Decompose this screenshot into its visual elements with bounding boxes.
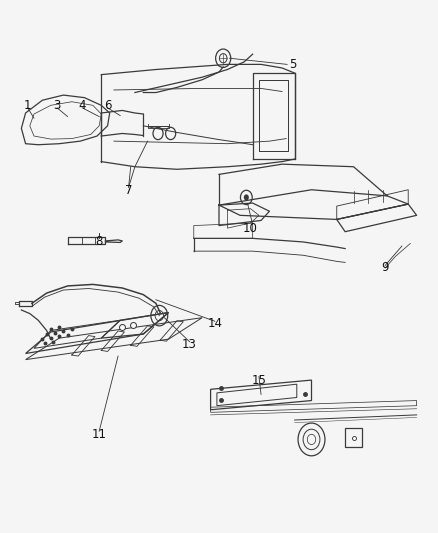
Circle shape [244,195,249,200]
Text: 15: 15 [251,374,266,386]
Text: 8: 8 [95,236,103,248]
Text: 13: 13 [182,338,197,351]
Text: 10: 10 [243,222,258,235]
Text: 4: 4 [78,99,86,112]
Text: 3: 3 [53,99,61,112]
Text: 7: 7 [125,184,132,197]
Text: 9: 9 [381,261,389,274]
Text: 14: 14 [207,317,223,330]
Text: 6: 6 [104,99,111,112]
Text: 1: 1 [24,99,32,112]
Text: 11: 11 [92,428,107,441]
Text: 5: 5 [289,58,296,71]
